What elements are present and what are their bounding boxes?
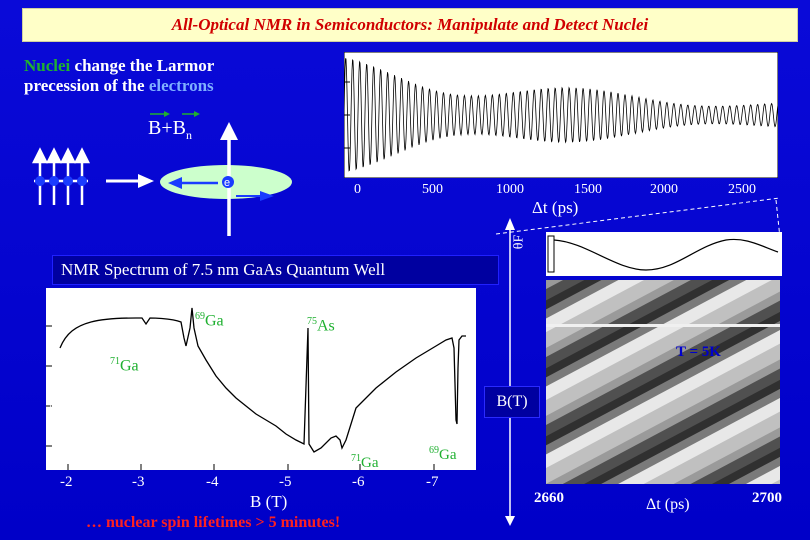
- peak-text: Ga: [205, 312, 224, 330]
- electrons-word: electrons: [148, 76, 214, 95]
- xtick: -4: [206, 474, 219, 490]
- electron-symbol: e: [224, 177, 230, 189]
- xtick: -3: [132, 474, 145, 490]
- right-x-right: 2700: [752, 490, 782, 506]
- stripe-map: [546, 280, 780, 484]
- theta-trace: [546, 232, 782, 276]
- field-sub: n: [185, 128, 192, 142]
- peak-text: Ga: [439, 447, 457, 463]
- xtick: -7: [426, 474, 439, 490]
- peak-text: Ga: [120, 357, 139, 375]
- slide-title: All-Optical NMR in Semiconductors: Manip…: [171, 15, 649, 34]
- right-x-left: 2660: [534, 490, 564, 506]
- peak-69ga: 69Ga: [195, 311, 224, 330]
- nmr-ylabel: Electron Spin: [43, 331, 62, 425]
- xtick: 1500: [574, 182, 602, 197]
- peak-text: As: [317, 317, 335, 335]
- field-b: B+B: [148, 117, 186, 139]
- nmr-xticks: -2 -3 -4 -5 -6 -7: [46, 474, 486, 494]
- peak-sup: 69: [429, 445, 439, 456]
- nmr-xlabel: B (T): [250, 492, 288, 511]
- top-time-plot: [344, 52, 778, 178]
- nmr-title: NMR Spectrum of 7.5 nm GaAs Quantum Well: [52, 255, 499, 285]
- xtick: -2: [60, 474, 73, 490]
- nuclei-word: Nuclei: [24, 56, 71, 75]
- intro-line1: change the Larmor: [70, 56, 215, 75]
- peak-sup: 69: [195, 311, 205, 322]
- footer-note: … nuclear spin lifetimes > 5 minutes!: [86, 514, 341, 531]
- nmr-spectrum-plot: [46, 288, 476, 470]
- peak-75as: 75As: [307, 316, 335, 335]
- zoom-lines: [495, 197, 781, 526]
- intro-text: Nuclei change the Larmor precession of t…: [24, 56, 214, 96]
- precession-diagram: e: [31, 111, 292, 236]
- top-plot-xticks: 0 500 1000 1500 2000 2500: [344, 182, 794, 200]
- xtick: 500: [422, 182, 443, 197]
- peak-text: Ga: [361, 455, 379, 471]
- xtick: -5: [279, 474, 292, 490]
- xtick: 2000: [650, 182, 678, 197]
- theta-label: θF: [511, 234, 527, 250]
- intro-line2: precession of the: [24, 76, 149, 95]
- peak-sup: 71: [110, 356, 120, 367]
- peak-71ga-a: 71Ga: [110, 356, 139, 375]
- xtick: 2500: [728, 182, 756, 197]
- right-xlabel: Δt (ps): [646, 496, 690, 513]
- title-bar: All-Optical NMR in Semiconductors: Manip…: [22, 8, 798, 42]
- peak-71ga-b: 71Ga: [351, 453, 379, 472]
- xtick: -6: [352, 474, 365, 490]
- temperature-label: T = 5K: [676, 344, 721, 360]
- field-label: B+Bn: [148, 117, 192, 143]
- peak-sup: 75: [307, 316, 317, 327]
- top-plot-xlabel: Δt (ps): [532, 198, 579, 217]
- xtick: 0: [354, 182, 361, 197]
- field-axis-label: B(T): [484, 386, 540, 418]
- xtick: 1000: [496, 182, 524, 197]
- peak-sup: 71: [351, 453, 361, 464]
- peak-69ga-b: 69Ga: [429, 445, 457, 464]
